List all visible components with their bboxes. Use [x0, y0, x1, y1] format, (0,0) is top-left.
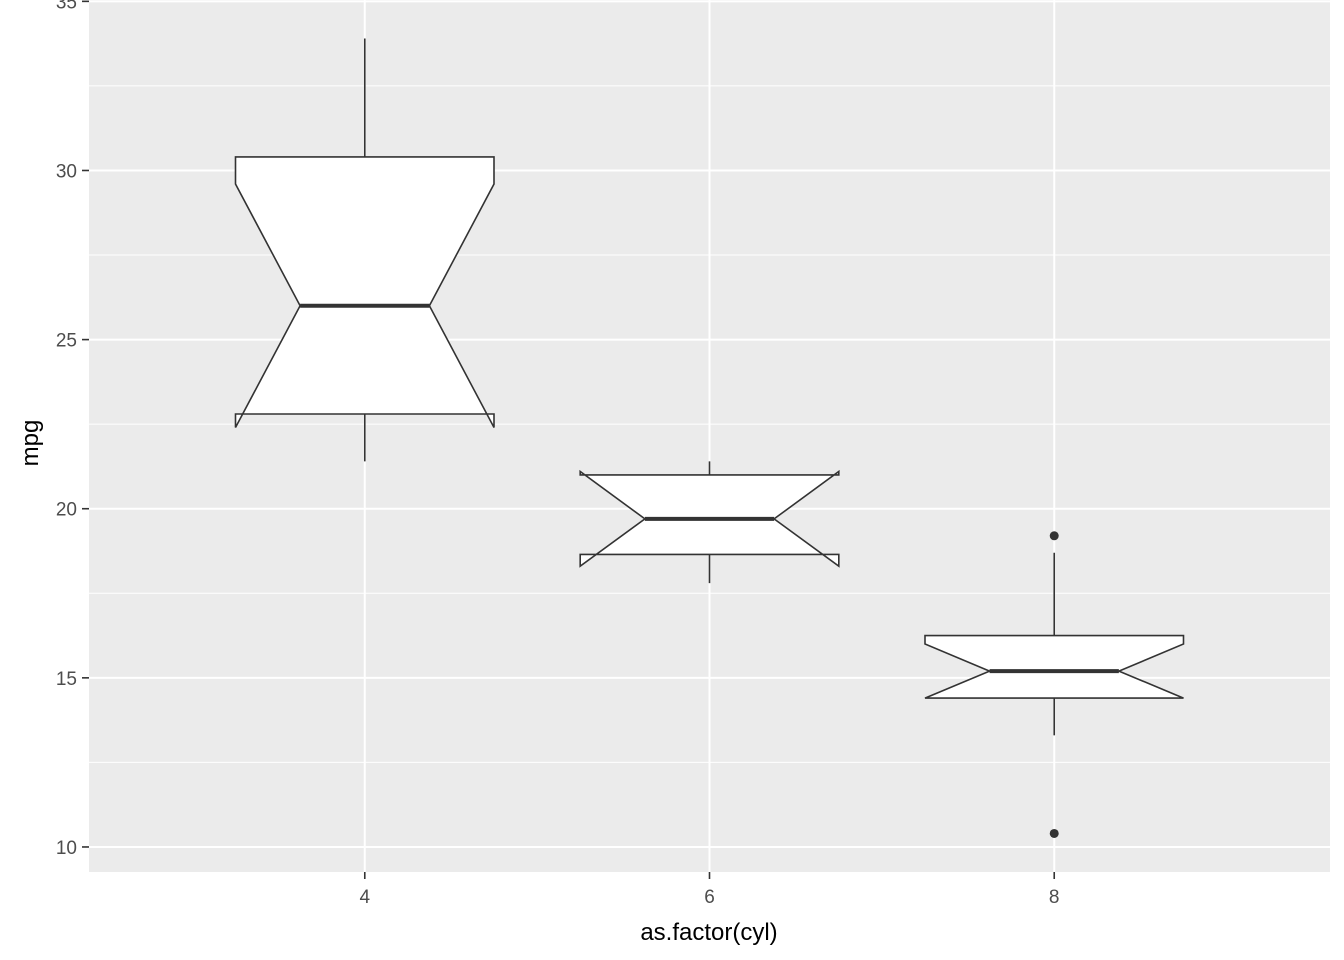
y-tick-label: 15	[56, 669, 77, 690]
y-tick-label: 30	[56, 161, 77, 182]
box-6	[579, 461, 840, 584]
x-tick-label: 8	[1049, 887, 1060, 908]
outlier-point	[1049, 828, 1059, 838]
notched-box	[924, 634, 1185, 699]
x-axis-title: as.factor(cyl)	[640, 919, 777, 946]
y-tick-label: 25	[56, 331, 77, 352]
box-8	[924, 531, 1185, 838]
x-tick-label: 6	[704, 887, 715, 908]
y-axis-title: mpg	[17, 420, 44, 467]
boxes-layer	[234, 38, 1185, 838]
notched-box	[234, 156, 495, 428]
y-tick-label: 20	[56, 500, 77, 521]
box-4	[234, 38, 495, 462]
outlier-point	[1049, 531, 1059, 541]
x-axis: 4 6 8	[359, 872, 1060, 908]
y-tick-label: 10	[56, 838, 77, 859]
y-tick-label: 35	[56, 0, 77, 13]
x-tick-label: 4	[359, 887, 370, 908]
y-axis: 10 15 20 25 30 35	[56, 0, 89, 859]
